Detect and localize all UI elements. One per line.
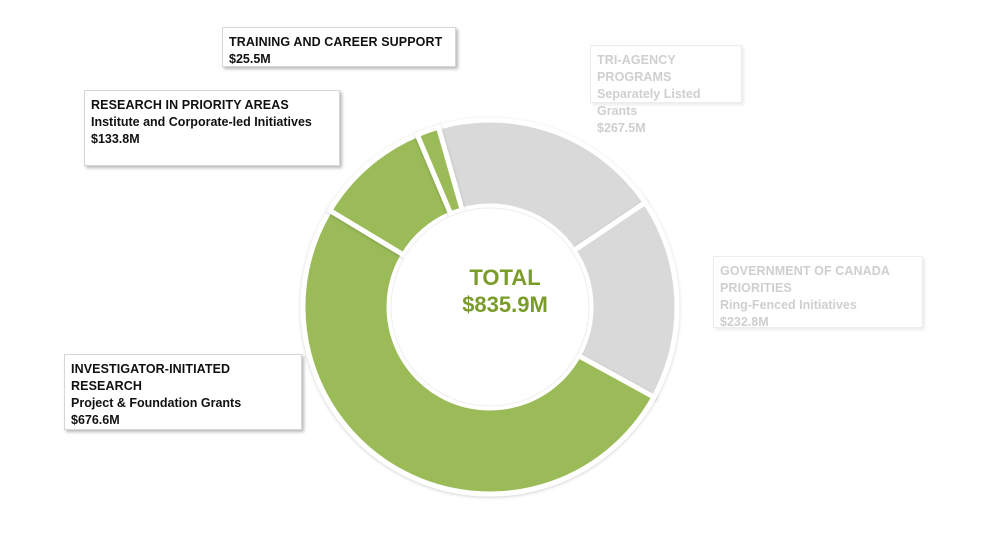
callout-training: TRAINING AND CAREER SUPPORT $25.5M: [222, 27, 456, 67]
callout-priority-sub: Institute and Corporate-led Initiatives: [91, 115, 312, 129]
slice-investigator: [300, 207, 658, 497]
callout-gov-name: GOVERNMENT OF CANADA PRIORITIES: [720, 264, 890, 295]
callout-gov-sub: Ring-Fenced Initiatives: [720, 298, 857, 312]
callout-priority: RESEARCH IN PRIORITY AREAS Institute and…: [84, 90, 340, 166]
callout-training-name: TRAINING AND CAREER SUPPORT: [229, 35, 443, 49]
callout-training-value: $25.5M: [229, 52, 271, 66]
callout-gov: GOVERNMENT OF CANADA PRIORITIES Ring-Fen…: [713, 256, 923, 329]
callout-triagency-sub: Separately Listed Grants: [597, 87, 701, 118]
slice-triagency: [435, 117, 649, 255]
callout-triagency-name: TRI-AGENCY PROGRAMS: [597, 53, 676, 84]
slice-training: [414, 124, 466, 218]
callout-investigator: INVESTIGATOR-INITIATED RESEARCH Project …: [64, 354, 302, 430]
callout-triagency: TRI-AGENCY PROGRAMS Separately Listed Gr…: [590, 45, 742, 135]
callout-gov-value: $232.8M: [720, 315, 769, 329]
donut-hole: [390, 207, 590, 407]
callout-investigator-value: $676.6M: [71, 413, 120, 427]
center-total-value: $835.9M: [462, 292, 548, 317]
callout-triagency-value: $267.5M: [597, 121, 646, 135]
callout-priority-name: RESEARCH IN PRIORITY AREAS: [91, 98, 289, 112]
callout-investigator-sub: Project & Foundation Grants: [71, 396, 242, 410]
center-total: TOTAL $835.9M: [405, 264, 605, 318]
callout-priority-value: $133.8M: [91, 132, 140, 146]
center-total-label: TOTAL: [469, 265, 541, 290]
callout-investigator-name: INVESTIGATOR-INITIATED RESEARCH: [71, 362, 231, 393]
